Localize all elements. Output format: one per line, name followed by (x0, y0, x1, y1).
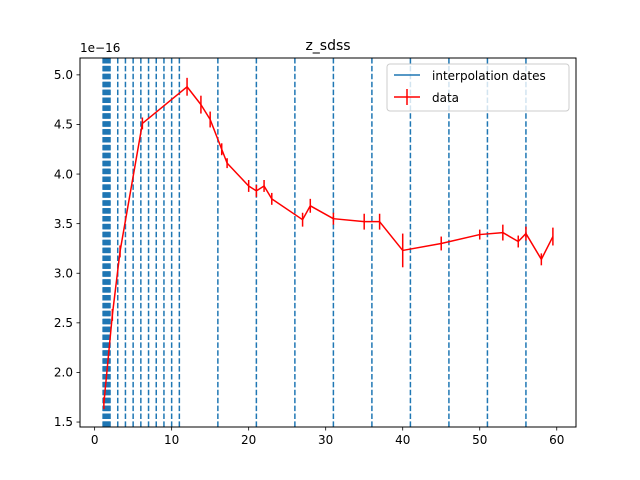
data-series (103, 77, 554, 410)
x-tick-label-4: 40 (395, 433, 410, 447)
y-tick-label-6: 4.5 (54, 118, 73, 132)
y-tick-label-7: 5.0 (54, 68, 73, 82)
x-tick-label-5: 50 (472, 433, 487, 447)
x-tick-label-0: 0 (91, 433, 99, 447)
y-tick-label-5: 4.0 (54, 167, 73, 181)
legend-data-label: data (432, 91, 459, 105)
x-tick-label-1: 10 (164, 433, 179, 447)
y-axis-ticks: 1.5 2.0 2.5 3.0 3.5 4.0 4.5 5.0 (54, 68, 80, 429)
chart-title: z_sdss (305, 38, 350, 54)
y-tick-label-4: 3.5 (54, 217, 73, 231)
y-tick-label-1: 2.0 (54, 366, 73, 380)
x-axis-ticks: 0 10 20 30 40 50 60 (91, 427, 564, 447)
y-tick-label-0: 1.5 (54, 415, 73, 429)
plot-frame (79, 57, 577, 428)
y-tick-label-3: 3.0 (54, 266, 73, 280)
y-axis-offset-label: 1e−16 (80, 41, 120, 55)
data-series-line (103, 86, 554, 404)
legend-interpolation-dates-label: interpolation dates (432, 69, 546, 83)
legend: interpolation dates data (386, 63, 570, 112)
legend-box (386, 63, 570, 112)
x-tick-label-2: 20 (241, 433, 256, 447)
x-tick-label-6: 60 (549, 433, 564, 447)
y-tick-label-2: 2.5 (54, 316, 73, 330)
interpolation-dates-lines (102, 58, 527, 427)
x-tick-label-3: 30 (318, 433, 333, 447)
